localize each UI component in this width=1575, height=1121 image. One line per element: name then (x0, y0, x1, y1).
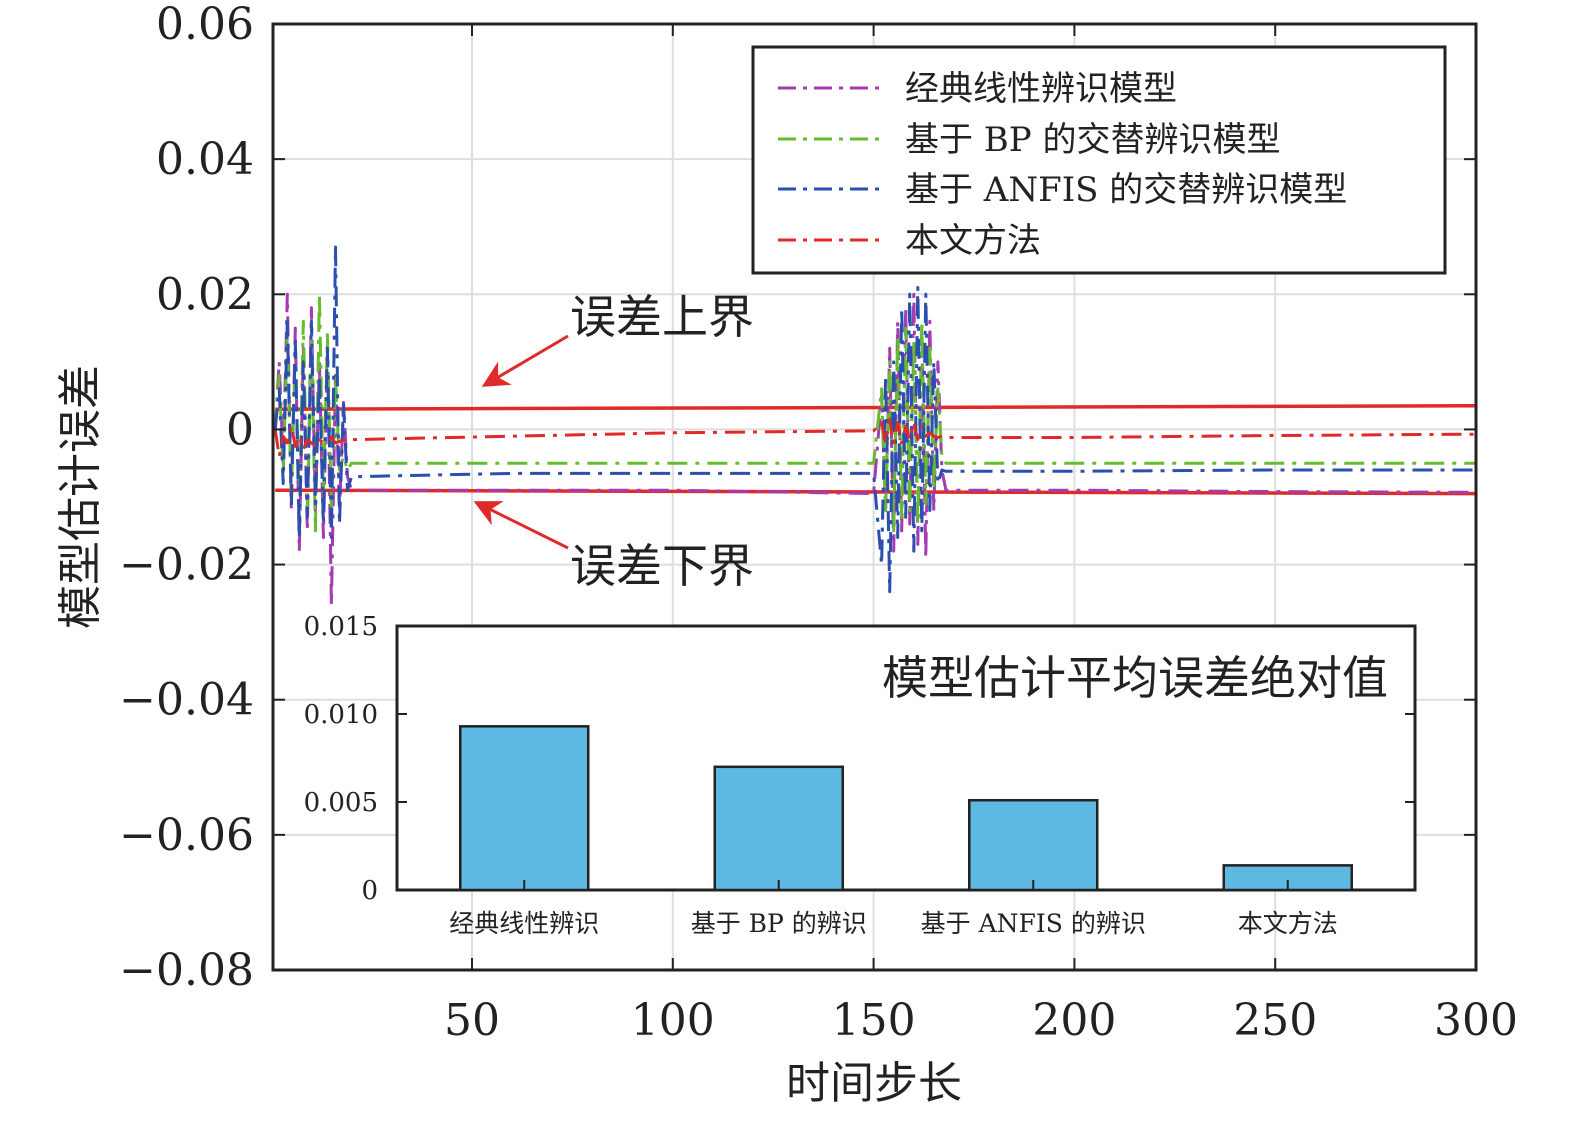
inset-y-tick-label: 0.015 (304, 612, 378, 642)
x-tick-label: 300 (1434, 995, 1518, 1046)
x-tick-label: 200 (1032, 995, 1116, 1046)
y-tick-label: 0 (226, 404, 254, 455)
x-tick-label: 250 (1233, 995, 1317, 1046)
x-tick-label: 50 (444, 995, 500, 1046)
annotation-upper: 误差上界 (481, 290, 754, 387)
y-tick-label: −0.02 (119, 540, 254, 591)
series-line-proposed (273, 417, 1476, 458)
y-tick-label: −0.04 (119, 675, 254, 726)
legend-label-anfis: 基于 ANFIS 的交替辨识模型 (905, 170, 1347, 210)
legend-label-proposed: 本文方法 (905, 221, 1041, 261)
x-axis-title: 时间步长 (786, 1058, 962, 1109)
inset-y-tick-label: 0.010 (304, 700, 378, 730)
legend: 经典线性辨识模型 基于 BP 的交替辨识模型 基于 ANFIS 的交替辨识模型 … (751, 45, 1447, 275)
x-tick-label: 100 (631, 995, 715, 1046)
annotation-lower-label: 误差下界 (570, 539, 754, 593)
annotation-upper-label: 误差上界 (570, 290, 754, 344)
x-tick-label: 150 (832, 995, 916, 1046)
inset-bar-chart: 0 0.005 0.010 0.015 经典线性辨识 基于 BP 的辨识 基于 ANFIS … (304, 612, 1417, 938)
error-bound-upper (275, 404, 1477, 411)
series-line-bp (273, 292, 1476, 533)
y-tick-label: −0.06 (119, 810, 254, 861)
inset-bars: 0 0.005 0.010 0.015 经典线性辨识 基于 BP 的辨识 基于 ANFIS … (304, 612, 1415, 938)
annotation-upper-arrow (481, 334, 569, 387)
inset-y-tick-label: 0 (361, 876, 378, 906)
legend-box (751, 45, 1447, 275)
legend-label-bp: 基于 BP 的交替辨识模型 (905, 120, 1280, 160)
inset-category-label: 本文方法 (1238, 909, 1338, 938)
y-tick-label: 0.06 (156, 0, 254, 50)
annotation-lower-arrow (473, 501, 569, 550)
inset-bar (713, 765, 844, 892)
inset-category-label: 经典线性辨识 (449, 909, 599, 938)
main-ticks: 50 100 150 200 250 300 −0.08 −0.06 −0.04 −0.02 0 0.… (119, 0, 1518, 1046)
inset-category-label: 基于 ANFIS 的辨识 (921, 909, 1146, 938)
inset-title: 模型估计平均误差绝对值 (882, 651, 1388, 705)
legend-label-linear: 经典线性辨识模型 (905, 69, 1177, 109)
y-tick-label: −0.08 (119, 945, 254, 996)
inset-category-label: 基于 BP 的辨识 (691, 909, 867, 938)
y-tick-label: 0.02 (156, 269, 254, 320)
inset-y-tick-label: 0.005 (304, 788, 378, 818)
y-tick-label: 0.04 (156, 134, 254, 185)
series-line-anfis (273, 245, 1476, 594)
series-layer (273, 245, 1476, 607)
annotation-lower: 误差下界 (473, 501, 754, 593)
inset-bar (459, 725, 590, 892)
inset-bar (968, 798, 1099, 892)
y-axis-title: 模型估计误差 (55, 365, 106, 629)
